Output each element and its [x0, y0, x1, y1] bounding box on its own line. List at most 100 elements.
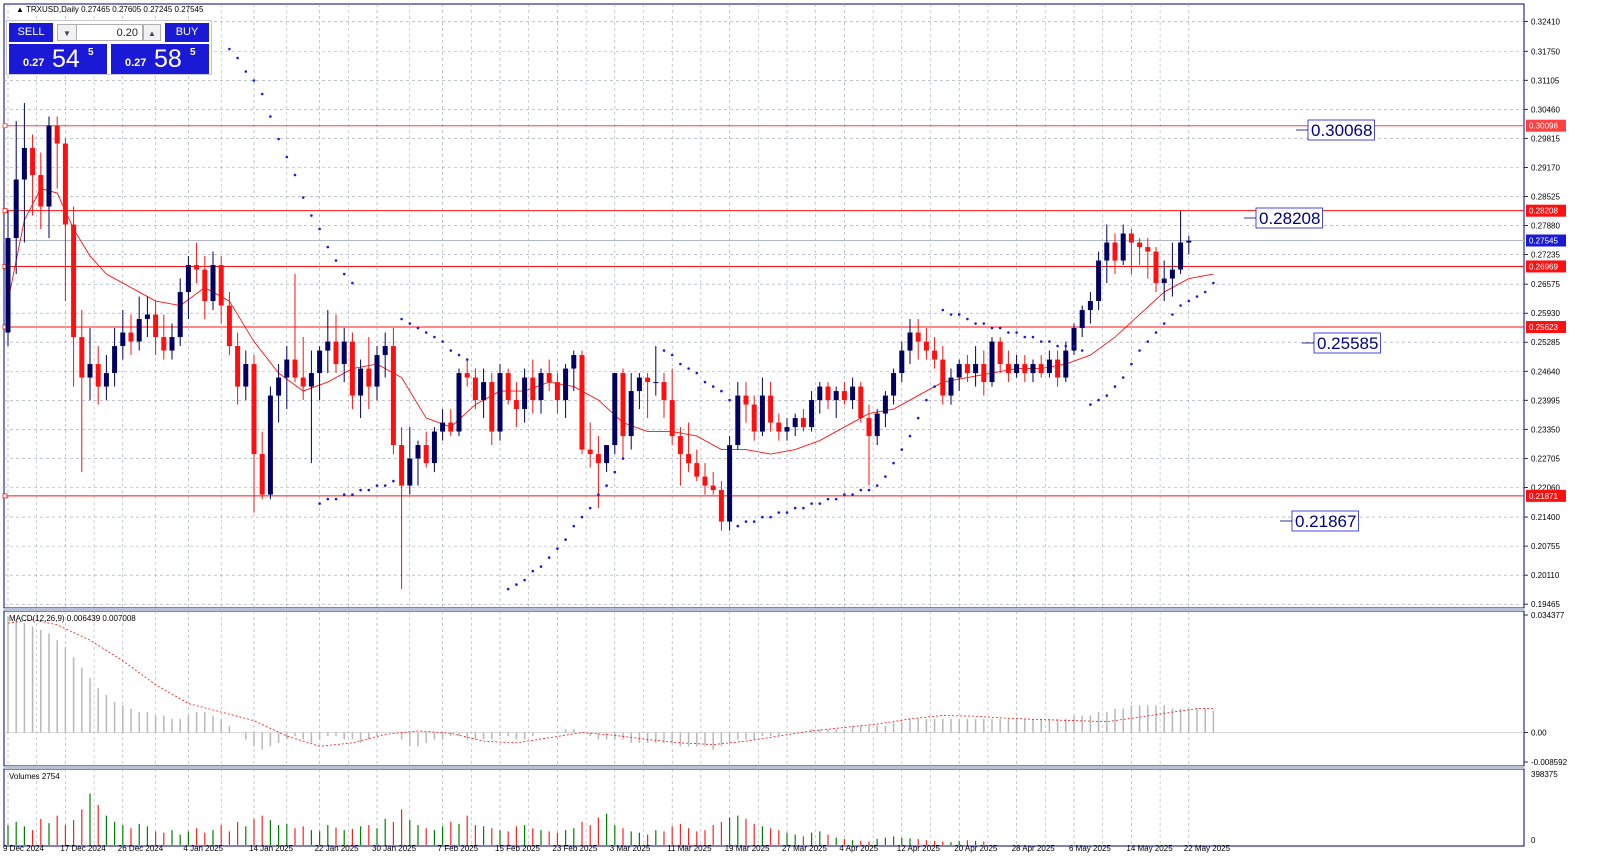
macd-axis-label: 0.034377	[1531, 611, 1565, 620]
candle-body	[87, 364, 93, 378]
date-axis-label: 4 Jan 2025	[183, 844, 223, 853]
psar-dot	[269, 115, 272, 118]
price-tag	[1526, 260, 1566, 273]
psar-dot	[310, 214, 313, 217]
candle-body	[358, 368, 364, 396]
candle-body	[956, 364, 962, 378]
date-axis-label: 14 May 2025	[1126, 844, 1173, 853]
volume-input[interactable]: 0.20	[77, 24, 143, 41]
psar-dot	[843, 493, 846, 496]
candle-body	[1096, 260, 1102, 302]
candle-body	[308, 373, 314, 387]
psar-dot	[597, 493, 600, 496]
psar-dot	[892, 461, 895, 465]
line-anchor-handle[interactable]	[2, 123, 8, 129]
psar-dot	[318, 502, 321, 505]
sell-price-button[interactable]: 0.27 54 5	[9, 44, 107, 74]
macd-axis-label: -0.008592	[1531, 758, 1568, 767]
candle-body	[349, 341, 355, 396]
line-anchor-handle[interactable]	[2, 493, 8, 499]
psar-dot	[736, 524, 740, 528]
candle-body	[1038, 364, 1044, 374]
level-label-text: 0.25585	[1317, 334, 1378, 353]
date-axis-label: 26 Dec 2024	[118, 844, 164, 853]
buy-price-button[interactable]: 0.27 58 5	[111, 44, 209, 74]
candle-body	[276, 377, 282, 396]
psar-dot	[392, 479, 395, 483]
psar-dot	[998, 326, 1002, 330]
psar-dot	[375, 484, 379, 487]
line-anchor-handle[interactable]	[2, 208, 8, 214]
candle-body	[997, 341, 1003, 365]
level-label-text: 0.21867	[1295, 512, 1356, 531]
psar-dot	[1048, 340, 1051, 343]
candle-body	[989, 341, 995, 383]
psar-dot	[728, 398, 731, 402]
candle-body	[1104, 242, 1110, 261]
psar-dot	[777, 511, 781, 514]
candle-body	[825, 386, 831, 401]
psar-dot	[605, 484, 608, 487]
candle-body	[415, 445, 421, 459]
candle-body	[882, 395, 888, 414]
price-tag-label: 0.30096	[1529, 122, 1558, 131]
date-axis-label: 30 Jan 2025	[372, 844, 417, 853]
candle-body	[727, 445, 733, 522]
candle-body	[1063, 350, 1069, 378]
psar-dot	[785, 511, 789, 514]
date-axis-label: 22 Jan 2025	[315, 844, 360, 853]
psar-dot	[1097, 398, 1100, 402]
sell-button[interactable]: SELL	[9, 23, 53, 42]
chevron-down-icon[interactable]: ▼	[57, 24, 77, 41]
candle-body	[841, 391, 847, 401]
chevron-up-icon[interactable]: ▲	[143, 24, 161, 41]
candle-body	[366, 368, 372, 387]
psar-dot	[1113, 385, 1117, 388]
psar-dot	[564, 538, 567, 541]
candle-body	[226, 305, 232, 347]
candle-body	[1120, 233, 1126, 261]
candle-body	[382, 346, 388, 356]
candle-body	[259, 454, 265, 495]
psar-dot	[416, 326, 420, 330]
price-axis-label: 0.31105	[1531, 76, 1560, 85]
psar-dot	[990, 326, 994, 330]
psar-dot	[1138, 349, 1141, 352]
candle-body	[571, 355, 577, 369]
candle-body	[1169, 269, 1175, 279]
psar-dot	[957, 313, 961, 316]
candle-body	[1014, 364, 1020, 374]
psar-dot	[326, 245, 330, 249]
buy-button[interactable]: BUY	[165, 23, 209, 42]
candle-body	[46, 125, 52, 207]
psar-dot	[670, 353, 674, 357]
date-axis-label: 27 Mar 2025	[782, 844, 827, 853]
psar-dot	[826, 497, 830, 501]
price-axis-label: 0.31750	[1531, 47, 1560, 56]
price-axis-label: 0.22060	[1531, 483, 1560, 492]
date-axis-label: 12 Apr 2025	[897, 844, 941, 853]
psar-dot	[506, 587, 510, 591]
candle-body	[472, 377, 478, 401]
psar-dot	[301, 196, 305, 199]
price-axis-label: 0.23350	[1531, 425, 1560, 434]
candle-body	[923, 341, 929, 351]
date-axis-label: 14 Jan 2025	[249, 844, 294, 853]
candle-body	[940, 359, 946, 396]
candle-body	[62, 143, 68, 225]
psar-dot	[1031, 335, 1035, 339]
price-tag-label: 0.28208	[1529, 207, 1558, 216]
candle-body	[79, 337, 85, 378]
candle-body	[317, 350, 323, 374]
candle-body	[456, 373, 462, 432]
candle-body	[686, 454, 692, 464]
candle-body	[874, 413, 880, 437]
psar-dot	[720, 389, 723, 393]
candle-body	[1186, 240, 1192, 243]
candle-body	[710, 485, 716, 491]
buy-price-fraction: 5	[190, 47, 196, 58]
psar-dot	[933, 385, 936, 388]
psar-dot	[228, 47, 231, 51]
